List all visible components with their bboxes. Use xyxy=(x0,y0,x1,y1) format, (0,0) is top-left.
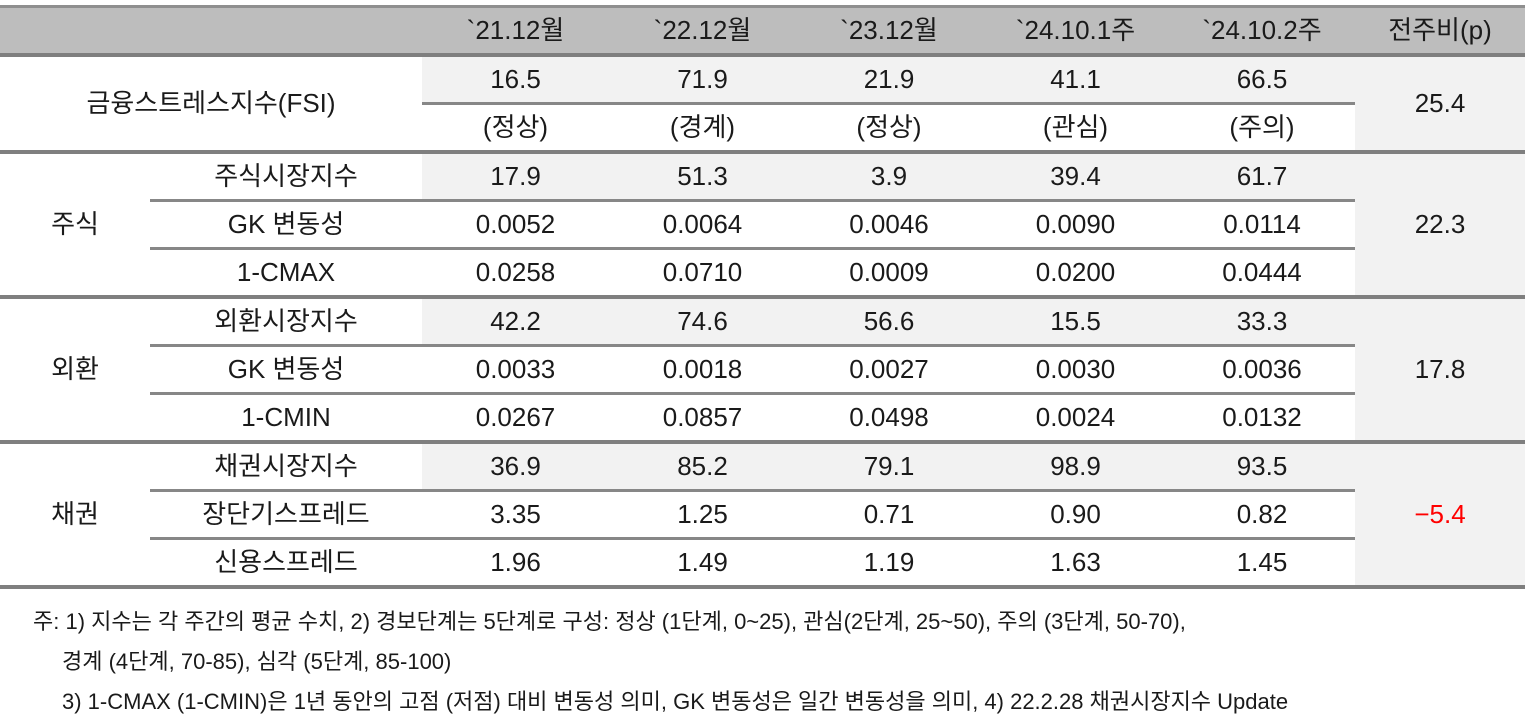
value-cell: 0.90 xyxy=(982,489,1169,539)
value-cell: 0.0857 xyxy=(609,392,796,442)
stock-wow-cell: 22.3 xyxy=(1355,150,1525,297)
fsi-values-row: 금융스트레스지수(FSI) 16.5 71.9 21.9 41.1 66.5 2… xyxy=(0,55,1525,152)
value-cell: 33.3 xyxy=(1169,295,1355,346)
value-cell: 39.4 xyxy=(982,150,1169,201)
fsi-table: `21.12월 `22.12월 `23.12월 `24.10.1주 `24.10… xyxy=(0,5,1525,589)
value-cell: 0.0267 xyxy=(422,392,609,442)
value-cell: 0.0009 xyxy=(796,247,982,297)
row-label: 주식시장지수 xyxy=(150,150,422,201)
fsi-value-cell: 66.5 xyxy=(1169,55,1355,104)
value-cell: 3.9 xyxy=(796,150,982,201)
row-label: 외환시장지수 xyxy=(150,295,422,346)
fsi-wow-cell: 25.4 xyxy=(1355,55,1525,152)
value-cell: 0.0033 xyxy=(422,344,609,394)
value-cell: 0.0030 xyxy=(982,344,1169,394)
bond-termspread-row: 장단기스프레드 3.35 1.25 0.71 0.90 0.82 xyxy=(0,489,1525,539)
fsi-status-cell: (정상) xyxy=(422,102,609,152)
value-cell: 0.0444 xyxy=(1169,247,1355,297)
footnote-line-2: 경계 (4단계, 70-85), 심각 (5단계, 85-100) xyxy=(62,649,452,674)
column-header-2112: `21.12월 xyxy=(422,5,609,57)
value-cell: 0.0046 xyxy=(796,199,982,249)
value-cell: 36.9 xyxy=(422,440,609,491)
value-cell: 1.49 xyxy=(609,537,796,589)
value-cell: 1.63 xyxy=(982,537,1169,589)
value-cell: 0.0027 xyxy=(796,344,982,394)
row-label: GK 변동성 xyxy=(150,199,422,249)
value-cell: 3.35 xyxy=(422,489,609,539)
fx-cmin-row: 1-CMIN 0.0267 0.0857 0.0498 0.0024 0.013… xyxy=(0,392,1525,442)
value-cell: 0.0018 xyxy=(609,344,796,394)
footnote-line-1: 주: 1) 지수는 각 주간의 평균 수치, 2) 경보단계는 5단계로 구성:… xyxy=(33,609,1186,634)
value-cell: 98.9 xyxy=(982,440,1169,491)
stock-cmax-row: 1-CMAX 0.0258 0.0710 0.0009 0.0200 0.044… xyxy=(0,247,1525,297)
value-cell: 0.0258 xyxy=(422,247,609,297)
section-label-bond: 채권 xyxy=(0,440,150,589)
fsi-status-row: (정상) (경계) (정상) (관심) (주의) xyxy=(0,102,1525,152)
value-cell: 0.71 xyxy=(796,489,982,539)
fsi-status-cell: (정상) xyxy=(796,102,982,152)
value-cell: 1.45 xyxy=(1169,537,1355,589)
row-label: 신용스프레드 xyxy=(150,537,422,589)
fx-gk-row: GK 변동성 0.0033 0.0018 0.0027 0.0030 0.003… xyxy=(0,344,1525,394)
value-cell: 0.0200 xyxy=(982,247,1169,297)
value-cell: 85.2 xyxy=(609,440,796,491)
value-cell: 51.3 xyxy=(609,150,796,201)
column-header-2410w2: `24.10.2주 xyxy=(1169,5,1355,57)
column-header-wow: 전주비(p) xyxy=(1355,5,1525,57)
fsi-value-cell: 21.9 xyxy=(796,55,982,104)
column-header-2312: `23.12월 xyxy=(796,5,982,57)
value-cell: 93.5 xyxy=(1169,440,1355,491)
value-cell: 79.1 xyxy=(796,440,982,491)
stock-gk-row: GK 변동성 0.0052 0.0064 0.0046 0.0090 0.011… xyxy=(0,199,1525,249)
footnotes: 주: 1) 지수는 각 주간의 평균 수치, 2) 경보단계는 5단계로 구성:… xyxy=(0,589,1525,722)
fx-wow-cell: 17.8 xyxy=(1355,295,1525,442)
row-label: GK 변동성 xyxy=(150,344,422,394)
column-header-2212: `22.12월 xyxy=(609,5,796,57)
row-label: 채권시장지수 xyxy=(150,440,422,491)
value-cell: 17.9 xyxy=(422,150,609,201)
value-cell: 61.7 xyxy=(1169,150,1355,201)
fsi-value-cell: 71.9 xyxy=(609,55,796,104)
fsi-status-cell: (관심) xyxy=(982,102,1169,152)
row-label: 장단기스프레드 xyxy=(150,489,422,539)
footnote-line-3: 3) 1-CMAX (1-CMIN)은 1년 동안의 고점 (저점) 대비 변동… xyxy=(62,689,1289,714)
bond-wow-cell: −5.4 xyxy=(1355,440,1525,589)
value-cell: 0.0036 xyxy=(1169,344,1355,394)
value-cell: 0.0090 xyxy=(982,199,1169,249)
value-cell: 0.0024 xyxy=(982,392,1169,442)
value-cell: 1.96 xyxy=(422,537,609,589)
fsi-label: 금융스트레스지수(FSI) xyxy=(86,88,336,119)
header-row: `21.12월 `22.12월 `23.12월 `24.10.1주 `24.10… xyxy=(0,5,1525,57)
value-cell: 15.5 xyxy=(982,295,1169,346)
row-label: 1-CMIN xyxy=(150,392,422,442)
bond-creditspread-row: 신용스프레드 1.96 1.49 1.19 1.63 1.45 xyxy=(0,537,1525,589)
bond-index-row: 채권 채권시장지수 36.9 85.2 79.1 98.9 93.5 −5.4 xyxy=(0,440,1525,589)
value-cell: 0.0498 xyxy=(796,392,982,442)
fx-index-row: 외환 외환시장지수 42.2 74.6 56.6 15.5 33.3 17.8 xyxy=(0,295,1525,442)
value-cell: 56.6 xyxy=(796,295,982,346)
value-cell: 0.0052 xyxy=(422,199,609,249)
column-header-2410w1: `24.10.1주 xyxy=(982,5,1169,57)
value-cell: 42.2 xyxy=(422,295,609,346)
value-cell: 74.6 xyxy=(609,295,796,346)
value-cell: 0.82 xyxy=(1169,489,1355,539)
fsi-value-cell: 41.1 xyxy=(982,55,1169,104)
fsi-value-cell: 16.5 xyxy=(422,55,609,104)
value-cell: 0.0710 xyxy=(609,247,796,297)
value-cell: 0.0064 xyxy=(609,199,796,249)
stock-index-row: 주식 주식시장지수 17.9 51.3 3.9 39.4 61.7 22.3 xyxy=(0,150,1525,297)
value-cell: 1.25 xyxy=(609,489,796,539)
fsi-status-cell: (경계) xyxy=(609,102,796,152)
section-label-fx: 외환 xyxy=(0,295,150,442)
section-label-stock: 주식 xyxy=(0,150,150,297)
header-blank-cell xyxy=(0,5,422,57)
fsi-status-cell: (주의) xyxy=(1169,102,1355,152)
row-label: 1-CMAX xyxy=(150,247,422,297)
value-cell: 1.19 xyxy=(796,537,982,589)
value-cell: 0.0132 xyxy=(1169,392,1355,442)
value-cell: 0.0114 xyxy=(1169,199,1355,249)
